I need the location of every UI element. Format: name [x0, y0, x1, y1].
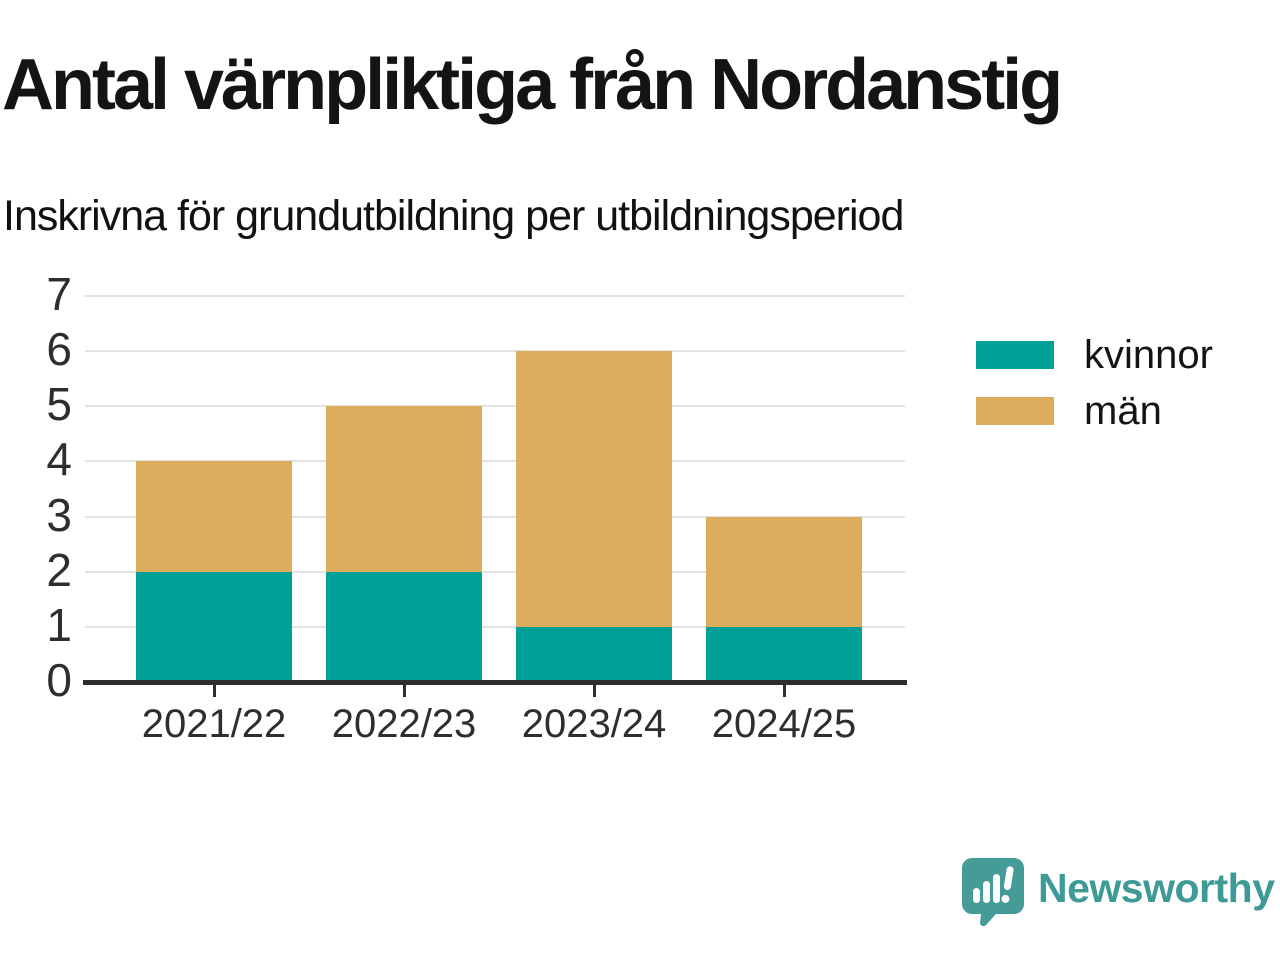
legend-label-män: män	[1084, 389, 1162, 433]
y-tick-label-4: 4	[46, 433, 72, 486]
x-tick-2023/24	[592, 685, 596, 697]
bar-segment-kvinnor-2024/25	[706, 626, 862, 682]
bar-segment-kvinnor-2021/22	[136, 571, 292, 682]
y-tick-label-0: 0	[46, 654, 72, 707]
y-tick-label-1: 1	[46, 599, 72, 652]
gridline-4	[85, 460, 905, 463]
x-tick-label-2022/23: 2022/23	[331, 702, 477, 746]
x-axis-line	[83, 680, 907, 685]
y-tick-label-2: 2	[46, 543, 72, 596]
brand-logo: Newsworthy	[962, 858, 1275, 926]
legend-label-kvinnor: kvinnor	[1084, 333, 1213, 377]
y-tick-label-6: 6	[46, 323, 72, 376]
gridline-7	[85, 295, 905, 297]
gridline-6	[85, 350, 905, 353]
bar-segment-män-2024/25	[706, 516, 862, 627]
x-tick-label-2023/24: 2023/24	[521, 702, 667, 746]
gridline-3	[85, 515, 905, 518]
page-title: Antal värnpliktiga från Nordanstig	[2, 45, 1063, 125]
legend-item-kvinnor: kvinnor	[976, 335, 1213, 375]
bar-segment-kvinnor-2023/24	[516, 626, 672, 682]
brand-name: Newsworthy	[1038, 864, 1275, 911]
y-tick-label-5: 5	[46, 378, 72, 431]
x-tick-2021/22	[212, 685, 216, 697]
legend: kvinnor män	[976, 335, 1213, 453]
page-subtitle: Inskrivna för grundutbildning per utbild…	[3, 192, 904, 240]
x-tick-label-2024/25: 2024/25	[711, 702, 857, 746]
newsworthy-logo-icon	[962, 858, 1024, 926]
gridline-2	[85, 570, 905, 573]
x-tick-2024/25	[782, 685, 786, 697]
bar-segment-män-2021/22	[136, 461, 292, 572]
x-tick-2022/23	[402, 685, 406, 697]
gridline-5	[85, 405, 905, 408]
legend-item-män: män	[976, 391, 1213, 431]
x-tick-label-2021/22: 2021/22	[141, 702, 287, 746]
bar-segment-kvinnor-2022/23	[326, 571, 482, 682]
bar-segment-män-2022/23	[326, 406, 482, 572]
legend-swatch-kvinnor	[976, 341, 1054, 369]
y-tick-label-7: 7	[46, 268, 72, 321]
bar-segment-män-2023/24	[516, 351, 672, 627]
y-tick-label-3: 3	[46, 488, 72, 541]
legend-swatch-män	[976, 397, 1054, 425]
gridline-1	[85, 625, 905, 628]
